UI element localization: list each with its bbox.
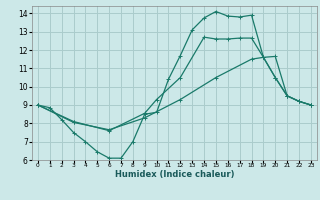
X-axis label: Humidex (Indice chaleur): Humidex (Indice chaleur) xyxy=(115,170,234,179)
